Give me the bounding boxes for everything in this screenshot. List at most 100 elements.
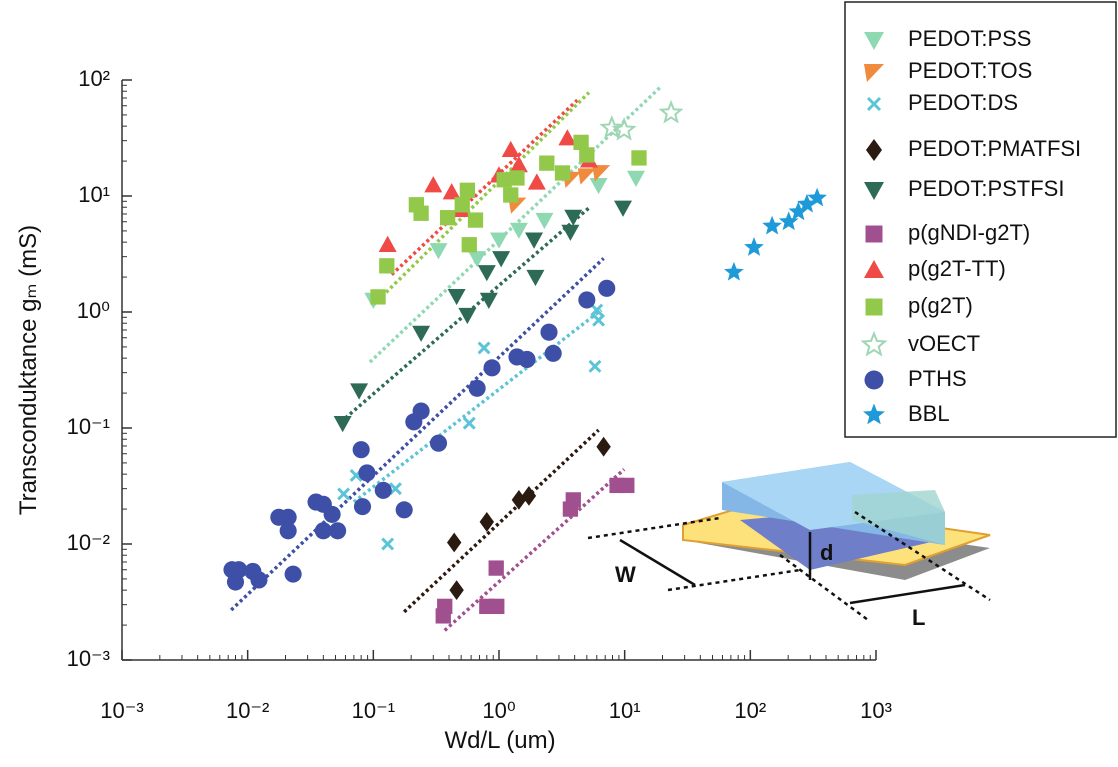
legend-marker xyxy=(866,299,883,316)
marker xyxy=(382,539,393,550)
marker xyxy=(250,571,267,588)
marker xyxy=(430,435,447,452)
marker xyxy=(424,176,442,192)
marker xyxy=(468,212,483,227)
marker xyxy=(502,141,520,157)
fit-line xyxy=(373,93,589,305)
marker xyxy=(593,315,604,326)
chart: W d L Wd/L (um) Transconduktance gₘ (mS)… xyxy=(0,0,1118,762)
marker xyxy=(458,308,476,324)
legend-label: PEDOT:PSTFSI xyxy=(908,176,1064,201)
marker xyxy=(510,156,528,172)
marker xyxy=(448,289,466,305)
marker xyxy=(566,492,581,507)
marker xyxy=(590,361,601,372)
marker xyxy=(619,478,634,493)
marker xyxy=(429,243,447,259)
legend-label: PEDOT:PMATFSI xyxy=(908,136,1081,161)
marker xyxy=(518,351,535,368)
x-tick-label: 10¹ xyxy=(609,698,641,723)
marker xyxy=(510,223,528,239)
marker xyxy=(590,178,608,194)
marker xyxy=(413,206,428,221)
x-tick-label: 10² xyxy=(734,698,766,723)
marker xyxy=(460,183,475,198)
marker xyxy=(661,103,681,122)
marker xyxy=(390,483,401,494)
marker xyxy=(627,171,645,187)
fit-line xyxy=(404,430,598,612)
marker xyxy=(545,345,562,362)
marker xyxy=(329,522,346,539)
l-arrow xyxy=(850,585,965,603)
marker xyxy=(478,265,496,281)
marker xyxy=(440,210,455,225)
marker xyxy=(561,225,579,241)
marker xyxy=(483,359,500,376)
marker xyxy=(449,580,463,600)
legend-label: BBL xyxy=(908,401,950,426)
fit-line xyxy=(354,310,601,502)
marker xyxy=(285,566,302,583)
y-tick-label: 10⁻² xyxy=(67,530,110,555)
marker xyxy=(598,280,615,297)
y-tick-label: 10⁰ xyxy=(77,298,110,323)
marker xyxy=(353,441,370,458)
marker xyxy=(396,501,413,518)
marker xyxy=(539,155,554,170)
annotation: L xyxy=(912,605,925,630)
x-tick-label: 10⁰ xyxy=(482,698,515,723)
marker xyxy=(509,170,524,185)
legend-label: p(g2T-TT) xyxy=(908,256,1006,281)
marker xyxy=(350,383,368,399)
marker xyxy=(724,262,744,281)
x-tick-label: 10⁻³ xyxy=(100,698,143,723)
marker xyxy=(358,464,375,481)
marker xyxy=(596,437,610,457)
marker xyxy=(280,522,297,539)
x-tick-label: 10³ xyxy=(860,698,892,723)
marker xyxy=(525,233,543,249)
marker xyxy=(379,236,397,252)
marker xyxy=(614,201,632,217)
marker xyxy=(492,251,510,267)
marker xyxy=(447,533,461,553)
marker xyxy=(526,270,544,286)
marker xyxy=(744,237,764,256)
marker xyxy=(535,213,553,229)
annotation: W xyxy=(615,562,636,587)
marker xyxy=(437,599,452,614)
marker xyxy=(489,599,504,614)
marker xyxy=(412,326,430,342)
marker xyxy=(540,324,557,341)
marker xyxy=(379,258,394,273)
marker xyxy=(334,416,352,432)
marker xyxy=(455,197,470,212)
marker xyxy=(479,343,490,354)
fit-line xyxy=(392,100,578,274)
marker xyxy=(489,560,504,575)
x-tick-label: 10⁻² xyxy=(226,698,269,723)
legend-label: PTHS xyxy=(908,366,967,391)
marker xyxy=(579,147,594,162)
legend-label: PEDOT:TOS xyxy=(908,58,1032,83)
marker xyxy=(503,187,518,202)
y-tick-label: 10² xyxy=(78,66,110,91)
marker xyxy=(631,150,646,165)
fit-line xyxy=(231,258,603,610)
y-tick-label: 10¹ xyxy=(78,182,110,207)
marker xyxy=(555,165,570,180)
marker xyxy=(338,489,349,500)
marker xyxy=(227,573,244,590)
y-axis-label: Transconduktance gₘ (mS) xyxy=(15,225,42,515)
marker xyxy=(443,183,461,199)
x-tick-label: 10⁻¹ xyxy=(352,698,395,723)
marker xyxy=(464,418,475,429)
legend-label: p(g2T) xyxy=(908,293,973,318)
y-tick-label: 10⁻³ xyxy=(67,646,110,671)
marker xyxy=(375,482,392,499)
legend-label: vOECT xyxy=(908,331,980,356)
legend-label: p(gNDI-g2T) xyxy=(908,220,1030,245)
legend-marker xyxy=(866,226,883,243)
legend-label: PEDOT:DS xyxy=(908,90,1018,115)
